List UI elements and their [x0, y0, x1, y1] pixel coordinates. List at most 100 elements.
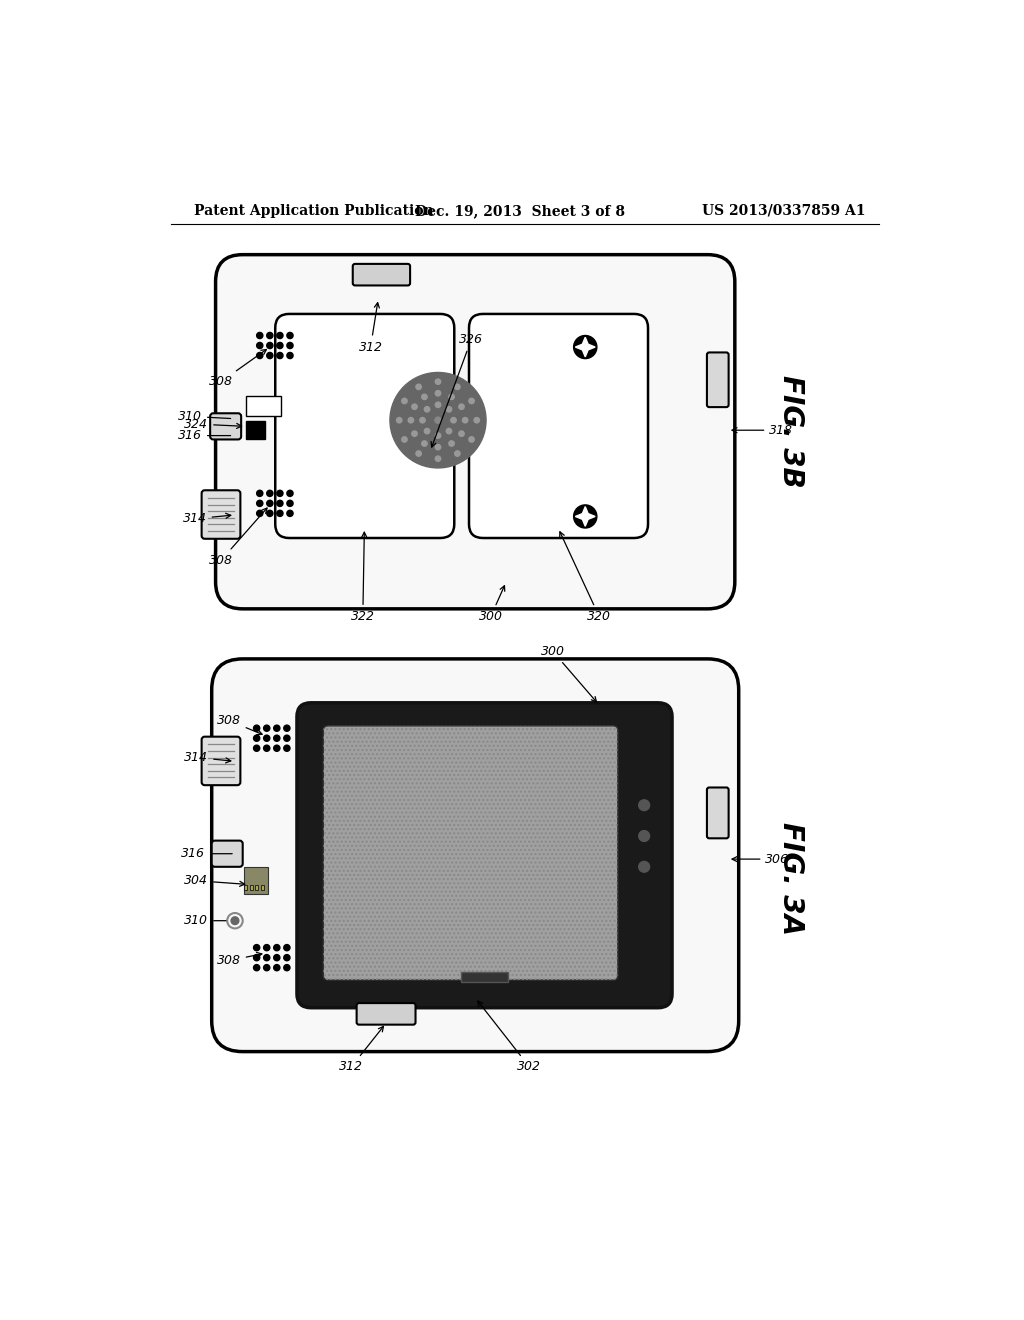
Circle shape: [469, 437, 474, 442]
Circle shape: [424, 407, 430, 412]
Circle shape: [284, 744, 290, 751]
Circle shape: [254, 744, 260, 751]
Circle shape: [273, 954, 280, 961]
Circle shape: [435, 391, 440, 396]
Circle shape: [287, 500, 293, 507]
Text: FIG. 3B: FIG. 3B: [776, 375, 805, 488]
Bar: [255, 886, 258, 890]
Circle shape: [449, 441, 455, 446]
Text: 306: 306: [732, 853, 790, 866]
Text: 324: 324: [184, 417, 242, 430]
Circle shape: [276, 490, 283, 496]
FancyBboxPatch shape: [297, 702, 672, 1007]
Text: 300: 300: [478, 586, 505, 623]
Bar: [260, 886, 263, 890]
Circle shape: [276, 352, 283, 359]
Text: 308: 308: [217, 953, 262, 968]
Circle shape: [449, 395, 455, 400]
Text: FIG. 3A: FIG. 3A: [776, 822, 805, 935]
Circle shape: [446, 407, 452, 412]
Text: 302: 302: [478, 1001, 542, 1073]
Circle shape: [573, 335, 597, 359]
Circle shape: [287, 342, 293, 348]
Bar: [246, 396, 281, 416]
Text: 326: 326: [431, 333, 483, 447]
Circle shape: [435, 455, 440, 462]
Circle shape: [284, 725, 290, 731]
Circle shape: [287, 511, 293, 516]
Circle shape: [266, 333, 273, 339]
Circle shape: [257, 511, 263, 516]
Circle shape: [435, 433, 440, 438]
Circle shape: [396, 417, 402, 422]
FancyBboxPatch shape: [212, 659, 738, 1052]
Text: 316: 316: [181, 847, 232, 861]
Text: 308: 308: [217, 714, 262, 735]
Circle shape: [257, 490, 263, 496]
Circle shape: [573, 506, 597, 528]
Text: 314: 314: [184, 751, 230, 764]
Text: 300: 300: [541, 644, 596, 702]
Circle shape: [266, 511, 273, 516]
Circle shape: [409, 417, 414, 422]
Circle shape: [263, 735, 270, 742]
Bar: [245, 886, 248, 890]
Bar: [246, 421, 265, 440]
Circle shape: [257, 333, 263, 339]
Text: 312: 312: [339, 1027, 383, 1073]
Circle shape: [284, 965, 290, 970]
Text: 310: 310: [178, 409, 230, 422]
Text: 310: 310: [184, 915, 226, 927]
Circle shape: [435, 417, 441, 424]
Circle shape: [263, 945, 270, 950]
Circle shape: [435, 403, 440, 408]
Circle shape: [469, 399, 474, 404]
Circle shape: [284, 735, 290, 742]
Circle shape: [254, 725, 260, 731]
Circle shape: [463, 417, 468, 422]
Circle shape: [420, 417, 425, 422]
Text: 312: 312: [358, 302, 383, 354]
Circle shape: [422, 395, 427, 400]
Text: 318: 318: [732, 424, 794, 437]
Circle shape: [424, 429, 430, 434]
FancyBboxPatch shape: [216, 255, 735, 609]
Circle shape: [287, 333, 293, 339]
Circle shape: [455, 384, 460, 389]
Circle shape: [435, 445, 440, 450]
Circle shape: [459, 432, 464, 437]
FancyBboxPatch shape: [707, 352, 729, 407]
Text: US 2013/0337859 A1: US 2013/0337859 A1: [701, 203, 865, 218]
Circle shape: [266, 490, 273, 496]
Circle shape: [401, 437, 408, 442]
FancyBboxPatch shape: [352, 264, 410, 285]
Text: Patent Application Publication: Patent Application Publication: [194, 203, 433, 218]
Circle shape: [390, 372, 486, 469]
Circle shape: [266, 500, 273, 507]
Circle shape: [474, 417, 479, 422]
Circle shape: [639, 800, 649, 810]
Circle shape: [276, 500, 283, 507]
Circle shape: [435, 379, 440, 384]
FancyBboxPatch shape: [275, 314, 455, 539]
Circle shape: [284, 954, 290, 961]
Bar: [245, 867, 267, 894]
FancyBboxPatch shape: [210, 413, 241, 440]
FancyBboxPatch shape: [324, 726, 617, 979]
Circle shape: [263, 725, 270, 731]
Circle shape: [257, 352, 263, 359]
FancyBboxPatch shape: [212, 841, 243, 867]
Circle shape: [416, 384, 421, 389]
Circle shape: [639, 830, 649, 841]
Circle shape: [273, 744, 280, 751]
FancyBboxPatch shape: [202, 737, 241, 785]
Text: 314: 314: [182, 512, 230, 525]
FancyBboxPatch shape: [202, 490, 241, 539]
Circle shape: [254, 954, 260, 961]
Circle shape: [273, 965, 280, 970]
Circle shape: [257, 500, 263, 507]
Polygon shape: [575, 337, 595, 356]
Circle shape: [446, 429, 452, 434]
Circle shape: [287, 490, 293, 496]
Bar: [250, 886, 253, 890]
